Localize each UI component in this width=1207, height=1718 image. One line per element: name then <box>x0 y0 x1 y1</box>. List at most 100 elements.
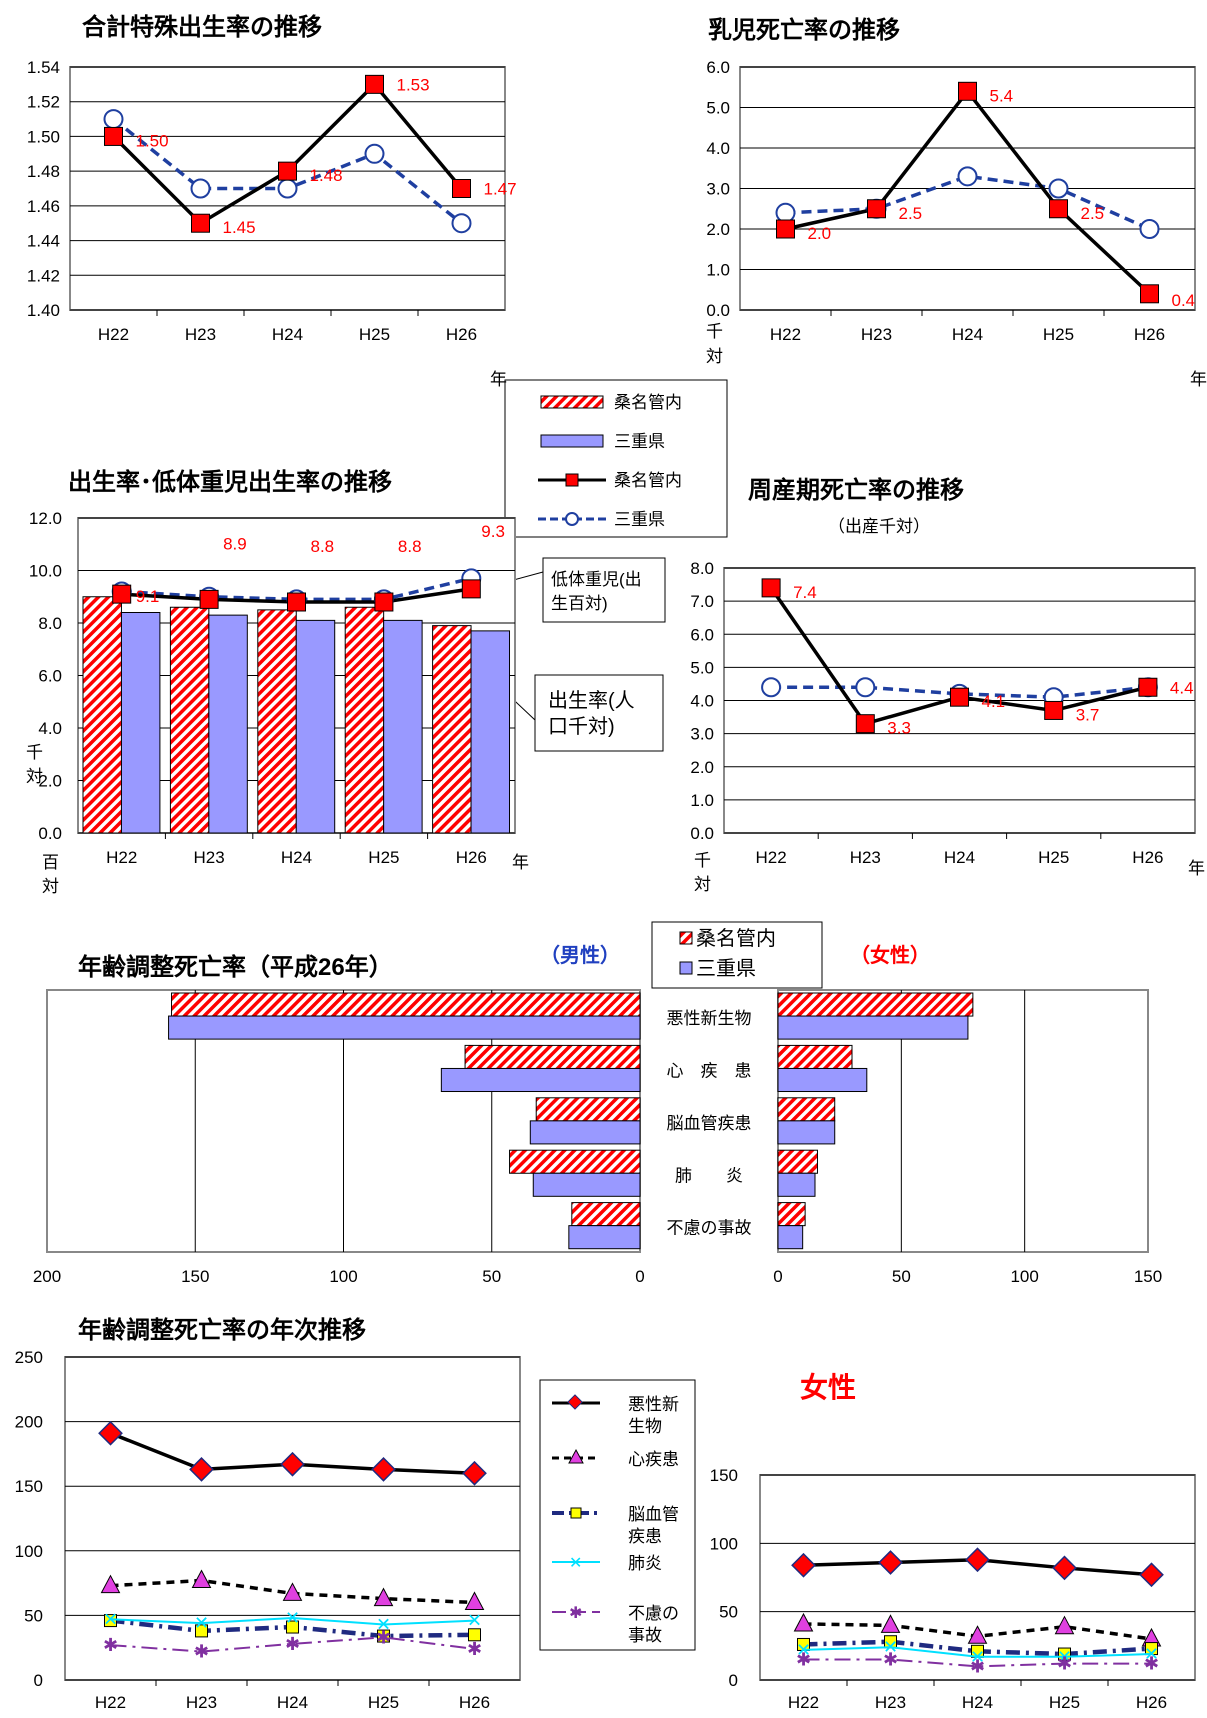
x-tick-perinatal: H24 <box>944 848 975 867</box>
data-label-tfr-0: 1.50 <box>136 131 169 150</box>
x-tick-trend-female: H23 <box>875 1693 906 1712</box>
x-tick-age-female: 100 <box>1010 1267 1038 1286</box>
point-trend-male-4-1: ✱ <box>194 1642 209 1662</box>
bar-local-male-1 <box>464 1044 641 1069</box>
legend-trend-1: 心疾患 <box>628 1450 679 1469</box>
legend-trend-0: 悪性新生物 <box>628 1395 679 1436</box>
point-local-birth-0 <box>112 584 132 604</box>
legend-top-local-line: 桑名管内 <box>614 471 682 490</box>
point-trend-female-0-0 <box>791 1552 816 1578</box>
panel-label-female-trend: 女性 <box>800 1371 856 1403</box>
point-trend-male-3-0: ✕ <box>103 1609 118 1629</box>
bar-local-male-4 <box>571 1202 641 1227</box>
y-axis-label-birth-3: 百 <box>42 853 59 872</box>
x-tick-tfr: H25 <box>359 325 390 344</box>
bar-local-birth-1 <box>169 606 210 834</box>
bar-local-female-1 <box>777 1044 853 1069</box>
bar-pref-female-4 <box>777 1225 804 1250</box>
category-label-age-0: 悪性新生物 <box>667 1009 752 1028</box>
y-tick-tfr: 1.52 <box>27 93 60 112</box>
bar-pref-birth-2 <box>295 619 336 834</box>
x-tick-trend-male: H25 <box>368 1693 399 1712</box>
legend-trend-3: 肺炎 <box>628 1554 662 1573</box>
point-pref-perinatal-1 <box>855 677 876 698</box>
x-tick-age-male: 0 <box>635 1267 644 1286</box>
x-tick-infant: H26 <box>1134 325 1165 344</box>
point-local-tfr-3 <box>365 74 384 94</box>
series-line-pref-infant <box>785 174 1151 231</box>
data-label-infant-2: 5.4 <box>990 86 1014 105</box>
category-label-age-4: 不慮の事故 <box>667 1219 752 1238</box>
data-label-perinatal-0: 7.4 <box>793 583 817 602</box>
y-tick-trend-male: 150 <box>15 1477 43 1496</box>
point-local-perinatal-3 <box>1044 700 1064 720</box>
data-label-birth-2: 8.8 <box>311 537 335 556</box>
x-tick-infant: H24 <box>952 325 983 344</box>
bar-local-male-0 <box>171 992 641 1017</box>
point-trend-female-3-0: ✕ <box>796 1640 811 1660</box>
y-axis-label-perinatal-1: 千 <box>694 851 711 870</box>
x-tick-birth: H23 <box>194 848 225 867</box>
point-trend-female-4-0: ✱ <box>796 1650 811 1670</box>
data-label-birth-1: 8.9 <box>223 534 247 553</box>
y-tick-trend-female: 0 <box>729 1671 738 1690</box>
x-tick-perinatal: H22 <box>756 848 787 867</box>
x-tick-age-male: 100 <box>329 1267 357 1286</box>
x-axis-label-perinatal: 年 <box>1188 859 1205 878</box>
point-local-tfr-4 <box>452 179 471 198</box>
y-tick-infant: 5.0 <box>706 99 730 118</box>
data-label-perinatal-2: 4.1 <box>982 692 1006 711</box>
y-tick-birth: 8.0 <box>38 614 62 633</box>
legend-top-local-bar: 桑名管内 <box>614 393 682 412</box>
point-trend-male-1-3 <box>373 1587 394 1607</box>
point-trend-female-0-2 <box>965 1547 990 1573</box>
point-trend-male-1-2 <box>282 1582 303 1601</box>
legend-top-pref-bar: 三重県 <box>614 432 665 451</box>
chart-title-trend: 年齢調整死亡率の年次推移 <box>78 1316 366 1344</box>
bar-pref-male-4 <box>568 1225 641 1250</box>
y-tick-tfr: 1.46 <box>27 197 60 216</box>
y-tick-tfr: 1.50 <box>27 127 60 146</box>
bar-local-male-2 <box>535 1097 641 1122</box>
data-label-birth-4: 9.3 <box>481 522 505 541</box>
bar-local-birth-0 <box>82 596 122 834</box>
x-axis-label-tfr: 年 <box>490 370 507 389</box>
y-tick-tfr: 1.48 <box>27 162 60 181</box>
point-trend-female-3-3: ✕ <box>1057 1647 1072 1667</box>
x-tick-trend-female: H22 <box>788 1693 819 1712</box>
y-tick-birth: 6.0 <box>38 667 62 686</box>
svg-text:✱: ✱ <box>569 1605 582 1622</box>
callout-birth-rate: 出生率(人口千対) <box>481 669 664 752</box>
point-trend-male-1-4 <box>464 1591 485 1610</box>
chart-title-perinatal: 周産期死亡率の推移 <box>748 476 964 504</box>
point-trend-female-2-0 <box>797 1637 810 1651</box>
category-label-age-1: 心 疾 患 <box>667 1061 752 1080</box>
legend-trend: 悪性新生物 心疾患 脳血管疾患 ✕ 肺炎 ✱ 不慮の事故 <box>539 1379 696 1651</box>
point-local-tfr-1 <box>191 213 210 233</box>
x-tick-trend-female: H26 <box>1136 1693 1167 1712</box>
point-pref-perinatal-0 <box>761 677 782 698</box>
point-trend-female-3-1: ✕ <box>883 1637 898 1657</box>
x-tick-age-female: 150 <box>1134 1267 1162 1286</box>
data-label-infant-1: 2.5 <box>899 204 923 223</box>
data-label-birth-0: 9.1 <box>136 587 160 606</box>
point-trend-male-4-2: ✱ <box>285 1634 300 1654</box>
y-tick-tfr: 1.54 <box>27 58 60 77</box>
point-pref-tfr-1 <box>190 178 211 199</box>
point-local-perinatal-0 <box>761 578 781 598</box>
y-tick-tfr: 1.44 <box>27 232 60 251</box>
svg-text:出生率(人口千対): 出生率(人口千対) <box>548 689 635 738</box>
point-trend-male-2-0 <box>104 1614 117 1628</box>
series-line-trend-female-3 <box>803 1646 1152 1658</box>
bar-local-female-3 <box>777 1149 818 1174</box>
point-pref-tfr-4 <box>451 213 472 234</box>
y-tick-perinatal: 3.0 <box>690 725 714 744</box>
y-tick-infant: 1.0 <box>706 261 730 280</box>
point-pref-tfr-3 <box>364 143 385 164</box>
data-label-perinatal-3: 3.7 <box>1076 705 1100 724</box>
x-tick-age-female: 0 <box>773 1267 782 1286</box>
y-tick-birth: 10.0 <box>29 562 62 581</box>
point-local-birth-3 <box>374 592 394 612</box>
point-local-infant-2 <box>958 81 977 101</box>
y-tick-tfr: 1.42 <box>27 266 60 285</box>
